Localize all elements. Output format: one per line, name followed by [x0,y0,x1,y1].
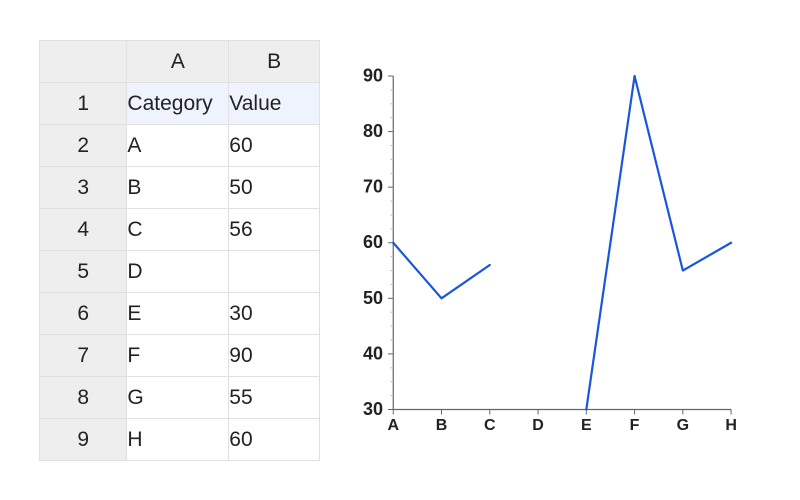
svg-text:70: 70 [363,177,383,197]
svg-text:G: G [677,417,689,434]
svg-text:40: 40 [363,343,383,363]
svg-text:E: E [581,417,592,434]
svg-text:F: F [630,417,640,434]
svg-text:50: 50 [363,288,383,308]
svg-text:H: H [725,417,737,434]
svg-text:30: 30 [363,399,383,419]
svg-text:C: C [484,417,496,434]
svg-text:90: 90 [363,66,383,86]
svg-text:B: B [436,417,448,434]
svg-text:D: D [532,417,544,434]
svg-text:60: 60 [363,232,383,252]
svg-text:80: 80 [363,121,383,141]
svg-text:A: A [387,417,399,434]
